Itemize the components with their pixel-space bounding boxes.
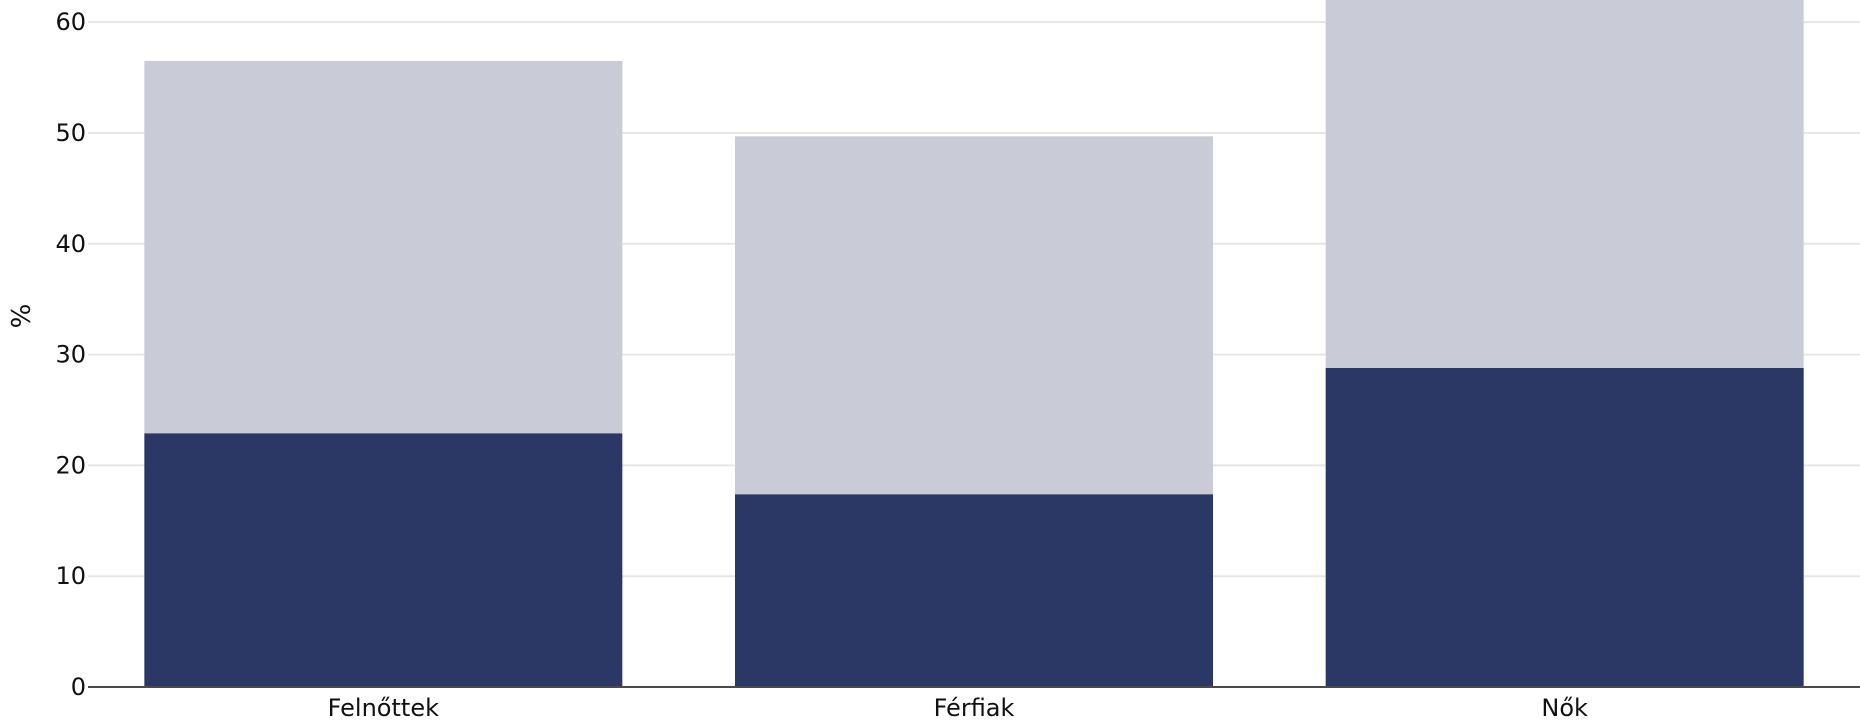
y-tick-label: 60 (55, 8, 86, 36)
bar-segment-2 (735, 136, 1213, 495)
y-tick-label: 50 (55, 119, 86, 147)
y-tick-label: 40 (55, 230, 86, 258)
bar-segment-2 (1325, 0, 1804, 368)
y-tick-label: 30 (55, 341, 86, 369)
bar-segment-1 (144, 433, 623, 687)
x-tick-label: Felnőttek (328, 694, 439, 722)
bar-segment-1 (735, 494, 1213, 687)
y-tick-label: 20 (55, 451, 86, 479)
bars (144, 0, 1804, 687)
axes: 0 10 20 30 40 50 60 Felnőttek Férfiak Nők (55, 8, 1860, 722)
bar-segment-2 (144, 60, 623, 434)
bar-segment-1 (1325, 367, 1804, 687)
x-tick-label: Nők (1541, 694, 1588, 722)
y-tick-label: 10 (55, 562, 86, 590)
y-axis-label: % (7, 304, 37, 329)
x-tick-label: Férfiak (934, 694, 1015, 722)
y-tick-label: 0 (71, 673, 86, 701)
